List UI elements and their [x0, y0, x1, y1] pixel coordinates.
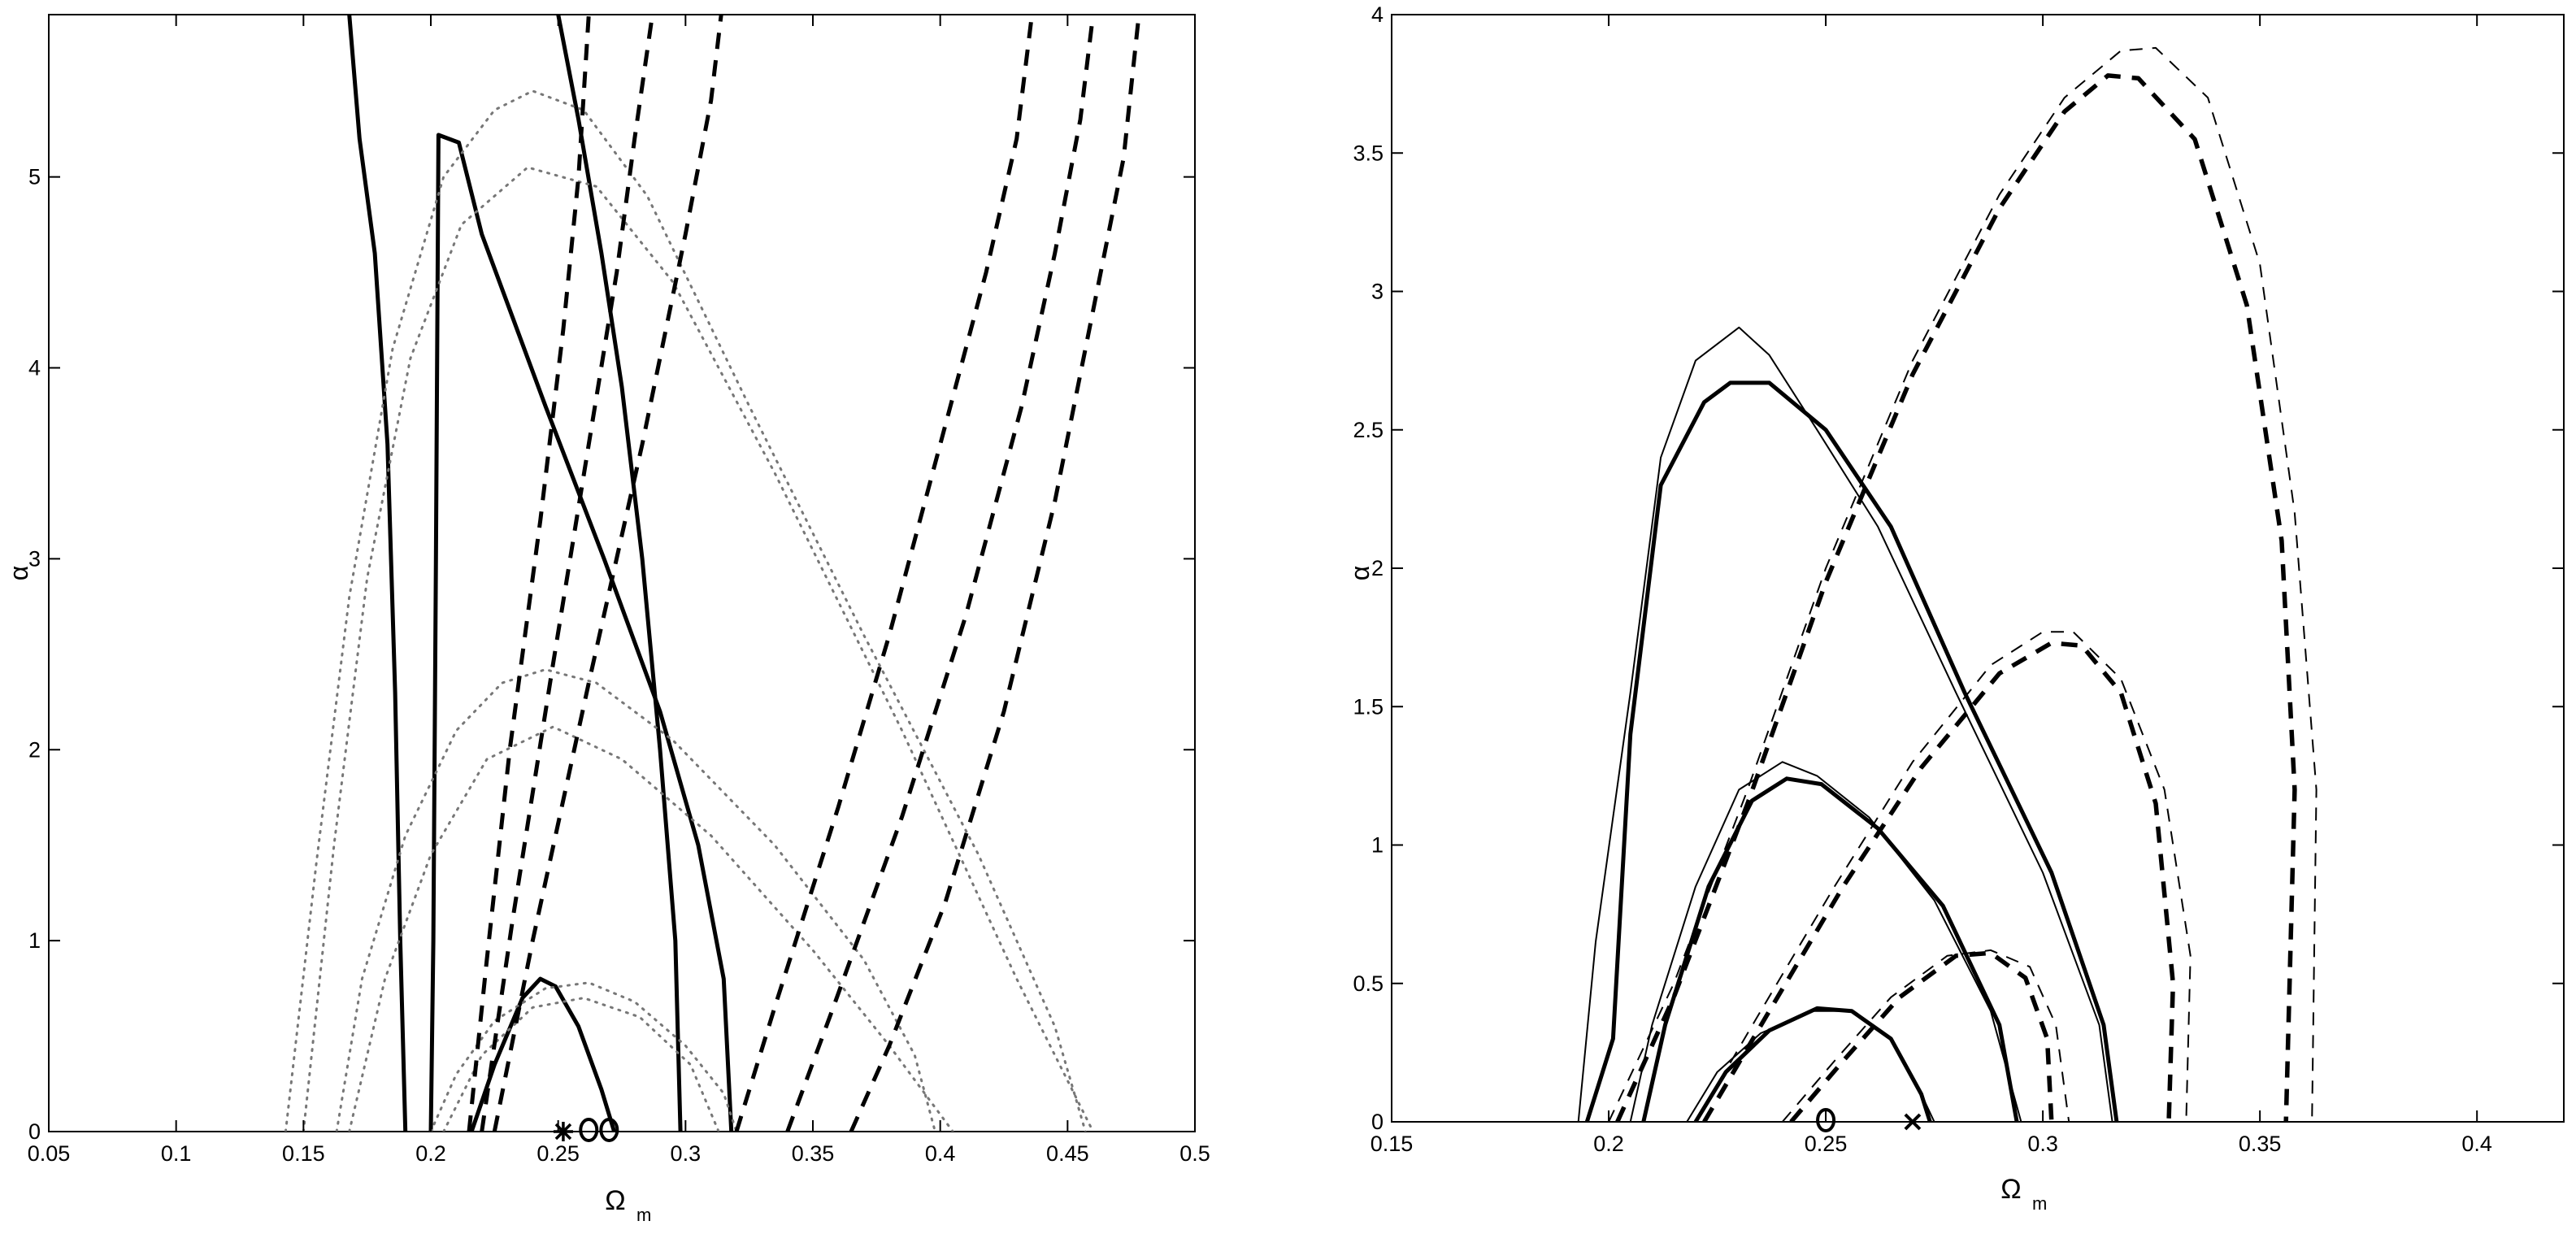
right-contour-solid-thick-3 — [1641, 776, 2019, 1122]
right-y-tick-label: 1.5 — [1353, 694, 1384, 719]
right-marker-cross-1 — [1904, 1113, 1922, 1131]
right-contour-dashed-thick-7 — [1615, 73, 2297, 1122]
left-x-tick-label: 0.3 — [671, 1141, 702, 1166]
left-y-tick-label: 0 — [28, 1119, 41, 1144]
left-contour-dotted-8 — [429, 981, 738, 1132]
left-y-tick-label: 4 — [28, 356, 41, 380]
right-y-tick-label: 4 — [1371, 2, 1384, 27]
left-contour-solid-thick-3 — [469, 976, 616, 1132]
left-contour-dotted-6 — [335, 668, 936, 1132]
left-x-tick-label: 0.1 — [161, 1141, 192, 1166]
left-x-tick-label: 0.5 — [1179, 1141, 1210, 1166]
left-x-tick-label: 0.25 — [536, 1141, 580, 1166]
right-y-tick-label: 0 — [1371, 1110, 1384, 1134]
right-x-tick-label: 0.4 — [2461, 1132, 2492, 1156]
right-x-tick-label: 0.35 — [2239, 1132, 2282, 1156]
left-marker-star-0 — [553, 1122, 573, 1141]
right-contour-solid-thin-2 — [1629, 761, 2022, 1122]
left-marker-circle-1 — [579, 1118, 599, 1142]
left-contour-dotted-5 — [302, 166, 1095, 1132]
left-y-tick-label: 5 — [28, 165, 41, 189]
left-x-tick-label: 0.4 — [925, 1141, 956, 1166]
right-contour-dashed-thick-9 — [1702, 641, 2176, 1122]
left-contour-dashed-15 — [849, 15, 1141, 1132]
left-x-tick-label: 0.45 — [1046, 1141, 1089, 1166]
left-y-tick-label: 1 — [28, 928, 41, 953]
left-contour-dashed-14 — [785, 15, 1096, 1132]
left-contour-solid-thick-0 — [347, 15, 408, 1132]
right-contour-dashed-thin-10 — [1781, 949, 2070, 1122]
right-plot-panel: 0.15 0.2 0.25 0.3 0.35 0.4 0 0.5 1 1.5 2 2.5 3 3.5 4 Ω… — [1345, 2, 2565, 1214]
left-y-tick-label: 2 — [28, 737, 41, 762]
right-x-axis-label: Ω — [2000, 1174, 2021, 1205]
right-contour-solid-thick-1 — [1584, 380, 2119, 1122]
left-contour-solid-thick-2 — [428, 133, 734, 1132]
left-contour-dashed-13 — [734, 15, 1034, 1132]
right-y-tick-label: 3.5 — [1353, 141, 1384, 165]
left-marker-circle-2 — [599, 1118, 619, 1142]
left-x-tick-label: 0.2 — [415, 1141, 446, 1166]
left-y-tick-label: 3 — [28, 546, 41, 571]
right-contour-solid-thin-0 — [1577, 326, 2113, 1122]
left-x-tick-label: 0.05 — [28, 1141, 71, 1166]
right-x-tick-label: 0.3 — [2027, 1132, 2058, 1156]
right-y-tick-label: 2.5 — [1353, 418, 1384, 442]
right-y-tick-label: 2 — [1371, 556, 1384, 580]
right-contour-solid-thick-5 — [1693, 1006, 1932, 1122]
right-y-tick-label: 1 — [1371, 833, 1384, 858]
left-contour-dotted-7 — [348, 725, 954, 1132]
right-x-tick-label: 0.25 — [1805, 1132, 1848, 1156]
left-x-axis-label: Ω — [605, 1185, 625, 1216]
left-x-axis-label-subscript: m — [636, 1205, 651, 1225]
left-contour-dotted-4 — [284, 89, 1087, 1132]
right-contour-dashed-thin-6 — [1608, 46, 2318, 1122]
left-contour-dashed-11 — [480, 15, 655, 1132]
left-contour-dashed-12 — [492, 15, 723, 1132]
left-contour-dashed-10 — [467, 15, 591, 1132]
right-x-axis-label-subscript: m — [2032, 1193, 2047, 1214]
right-marker-circle-0 — [1816, 1108, 1836, 1132]
left-plot-frame — [48, 14, 1196, 1132]
left-contour-dotted-9 — [442, 997, 720, 1132]
right-x-tick-label: 0.2 — [1593, 1132, 1624, 1156]
right-contour-solid-thin-4 — [1686, 1010, 1935, 1122]
right-y-tick-label: 3 — [1371, 280, 1384, 304]
left-plot-panel: 0.05 0.1 0.15 0.2 0.25 0.3 0.35 0.4 0.45 0.5 0 1 2 3 4… — [4, 14, 1210, 1225]
right-y-axis-label: α — [1345, 566, 1375, 581]
left-x-tick-label: 0.15 — [282, 1141, 325, 1166]
right-contour-dashed-thick-11 — [1789, 950, 2054, 1122]
right-contour-dashed-thin-8 — [1695, 631, 2192, 1122]
left-y-axis-label: α — [4, 566, 33, 581]
left-x-tick-label: 0.35 — [792, 1141, 835, 1166]
right-x-tick-label: 0.15 — [1371, 1132, 1414, 1156]
right-y-tick-label: 0.5 — [1353, 971, 1384, 996]
